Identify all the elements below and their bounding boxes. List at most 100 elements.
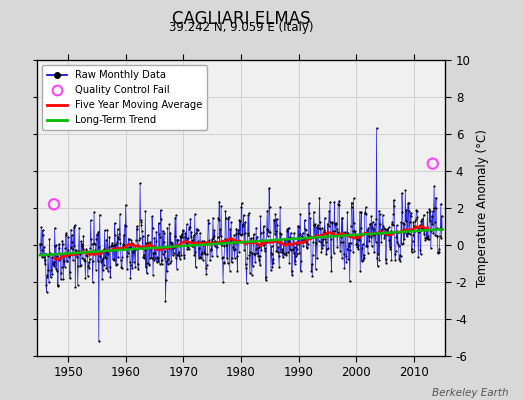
Point bbox=[414, 254, 422, 260]
Point bbox=[190, 232, 198, 238]
Point bbox=[333, 226, 341, 232]
Point bbox=[393, 239, 401, 245]
Point bbox=[125, 235, 133, 242]
Point bbox=[150, 234, 159, 241]
Point bbox=[99, 255, 107, 262]
Point bbox=[100, 246, 108, 252]
Point bbox=[63, 258, 71, 264]
Point bbox=[69, 246, 78, 252]
Point bbox=[181, 239, 190, 246]
Point bbox=[308, 273, 316, 279]
Point bbox=[133, 222, 141, 229]
Point bbox=[347, 199, 356, 206]
Point bbox=[352, 233, 360, 239]
Point bbox=[132, 246, 140, 252]
Point bbox=[138, 228, 146, 234]
Point bbox=[174, 251, 183, 258]
Point bbox=[429, 208, 437, 214]
Point bbox=[399, 240, 408, 246]
Point bbox=[163, 261, 172, 268]
Point bbox=[396, 253, 405, 260]
Point bbox=[364, 225, 373, 231]
Point bbox=[385, 244, 394, 250]
Point bbox=[438, 213, 446, 219]
Point bbox=[144, 232, 152, 238]
Point bbox=[107, 242, 116, 248]
Point bbox=[122, 223, 130, 229]
Point bbox=[433, 233, 441, 239]
Point bbox=[339, 214, 347, 221]
Point bbox=[132, 237, 140, 243]
Point bbox=[281, 237, 289, 244]
Point bbox=[96, 259, 105, 265]
Point bbox=[67, 226, 75, 233]
Point bbox=[219, 254, 227, 260]
Point bbox=[42, 289, 51, 295]
Point bbox=[113, 238, 121, 245]
Point bbox=[419, 226, 427, 232]
Point bbox=[323, 220, 332, 227]
Point bbox=[212, 240, 220, 246]
Point bbox=[399, 220, 407, 226]
Point bbox=[362, 243, 370, 250]
Point bbox=[203, 239, 212, 246]
Point bbox=[413, 214, 421, 221]
Point bbox=[89, 258, 97, 264]
Point bbox=[64, 253, 73, 259]
Point bbox=[292, 240, 301, 246]
Point bbox=[217, 203, 225, 209]
Point bbox=[247, 235, 255, 242]
Point bbox=[88, 241, 96, 247]
Point bbox=[353, 236, 362, 242]
Point bbox=[385, 224, 393, 230]
Point bbox=[86, 244, 94, 251]
Point bbox=[220, 258, 228, 265]
Point bbox=[413, 208, 421, 214]
Point bbox=[343, 246, 351, 252]
Point bbox=[45, 236, 53, 242]
Point bbox=[286, 246, 294, 252]
Point bbox=[126, 274, 135, 281]
Point bbox=[376, 221, 385, 227]
Point bbox=[258, 239, 267, 246]
Point bbox=[346, 247, 354, 253]
Point bbox=[87, 236, 95, 243]
Point bbox=[375, 257, 384, 264]
Point bbox=[211, 238, 220, 244]
Point bbox=[402, 233, 411, 240]
Point bbox=[289, 250, 298, 256]
Point bbox=[283, 226, 291, 232]
Point bbox=[127, 262, 135, 268]
Point bbox=[325, 208, 333, 214]
Point bbox=[285, 260, 293, 266]
Point bbox=[184, 246, 193, 252]
Point bbox=[73, 282, 82, 288]
Point bbox=[261, 277, 270, 283]
Point bbox=[344, 256, 353, 262]
Point bbox=[183, 234, 192, 241]
Point bbox=[421, 236, 430, 243]
Point bbox=[335, 198, 343, 204]
Point bbox=[318, 245, 326, 251]
Point bbox=[221, 236, 229, 242]
Point bbox=[88, 248, 96, 254]
Point bbox=[206, 246, 215, 252]
Point bbox=[58, 237, 67, 244]
Point bbox=[38, 254, 47, 261]
Point bbox=[408, 237, 417, 244]
Point bbox=[279, 254, 287, 260]
Point bbox=[59, 241, 67, 247]
Point bbox=[103, 249, 111, 255]
Point bbox=[272, 248, 280, 254]
Point bbox=[279, 241, 288, 247]
Point bbox=[277, 231, 285, 238]
Point bbox=[430, 183, 438, 189]
Point bbox=[168, 239, 177, 246]
Point bbox=[238, 221, 247, 227]
Point bbox=[220, 243, 228, 250]
Point bbox=[200, 238, 208, 244]
Point bbox=[169, 250, 178, 256]
Point bbox=[367, 213, 376, 219]
Point bbox=[235, 217, 244, 223]
Point bbox=[385, 236, 393, 243]
